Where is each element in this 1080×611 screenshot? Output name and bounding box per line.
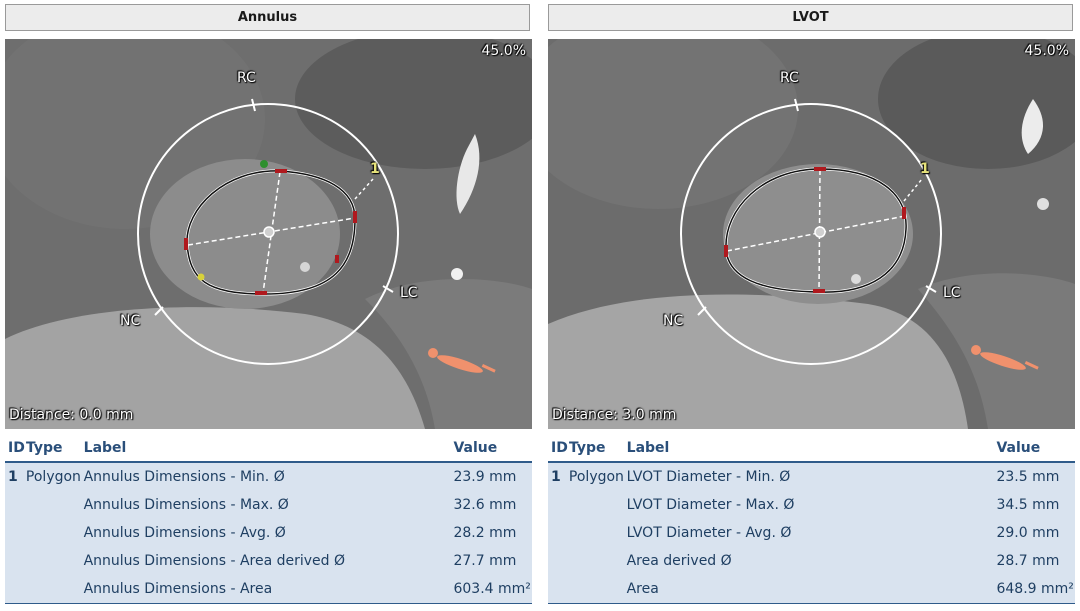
col-value-header[interactable]: Value — [453, 440, 498, 456]
row-type: Polygon — [568, 469, 624, 485]
row-label: Area — [626, 581, 659, 597]
row-id: 1 — [551, 469, 561, 485]
landmark-nc: NC — [663, 313, 684, 329]
table-row[interactable]: LVOT Diameter - Max. Ø 34.5 mm — [548, 491, 1075, 519]
row-value: 28.7 mm — [996, 553, 1060, 569]
row-value: 27.7 mm — [453, 553, 517, 569]
zoom-level: 45.0% — [481, 43, 526, 59]
row-label: LVOT Diameter - Max. Ø — [626, 497, 795, 513]
distance-readout: Distance: 3.0 mm — [552, 407, 677, 423]
row-label: Annulus Dimensions - Avg. Ø — [83, 525, 286, 541]
table-body: 1 Polygon LVOT Diameter - Min. Ø 23.5 mm… — [548, 463, 1075, 604]
row-value: 23.5 mm — [996, 469, 1060, 485]
col-value-header[interactable]: Value — [996, 440, 1041, 456]
panel-title: Annulus — [5, 4, 530, 31]
row-value: 603.4 mm² — [453, 581, 531, 597]
row-type: Polygon — [25, 469, 81, 485]
table-row[interactable]: 1 Polygon Annulus Dimensions - Min. Ø 23… — [5, 463, 532, 491]
lvot-panel: LVOT — [548, 0, 1075, 611]
row-value: 34.5 mm — [996, 497, 1060, 513]
landmark-rc: RC — [237, 70, 256, 86]
table-body: 1 Polygon Annulus Dimensions - Min. Ø 23… — [5, 463, 532, 604]
panel-title: LVOT — [548, 4, 1073, 31]
table-row[interactable]: Annulus Dimensions - Area derived Ø 27.7… — [5, 547, 532, 575]
landmark-rc: RC — [780, 70, 799, 86]
row-value: 32.6 mm — [453, 497, 517, 513]
row-label: Annulus Dimensions - Min. Ø — [83, 469, 285, 485]
row-id: 1 — [8, 469, 18, 485]
ct-image — [5, 39, 532, 429]
col-type-header[interactable]: Type — [26, 440, 63, 456]
col-type-header[interactable]: Type — [569, 440, 606, 456]
table-header: ID Type Label Value — [548, 435, 1075, 463]
col-label-header[interactable]: Label — [626, 440, 670, 456]
ct-image — [548, 39, 1075, 429]
row-value: 28.2 mm — [453, 525, 517, 541]
row-value: 23.9 mm — [453, 469, 517, 485]
polygon-index-label: 1 — [920, 161, 930, 177]
polygon-index-label: 1 — [370, 161, 380, 177]
row-label: Annulus Dimensions - Area derived Ø — [83, 553, 346, 569]
distance-readout: Distance: 0.0 mm — [9, 407, 134, 423]
table-row[interactable]: LVOT Diameter - Avg. Ø 29.0 mm — [548, 519, 1075, 547]
table-row[interactable]: Area 648.9 mm² — [548, 575, 1075, 603]
zoom-level: 45.0% — [1024, 43, 1069, 59]
landmark-lc: LC — [400, 285, 418, 301]
col-id-header[interactable]: ID — [8, 440, 25, 456]
row-label: Annulus Dimensions - Max. Ø — [83, 497, 289, 513]
table-row[interactable]: Annulus Dimensions - Max. Ø 32.6 mm — [5, 491, 532, 519]
col-id-header[interactable]: ID — [551, 440, 568, 456]
row-label: LVOT Diameter - Avg. Ø — [626, 525, 792, 541]
measurement-table: ID Type Label Value 1 Polygon LVOT Diame… — [548, 435, 1075, 604]
row-value: 648.9 mm² — [996, 581, 1074, 597]
row-label: Area derived Ø — [626, 553, 732, 569]
table-row[interactable]: Annulus Dimensions - Area 603.4 mm² — [5, 575, 532, 603]
table-row[interactable]: Area derived Ø 28.7 mm — [548, 547, 1075, 575]
row-value: 29.0 mm — [996, 525, 1060, 541]
landmark-nc: NC — [120, 313, 141, 329]
annulus-panel: Annulus — [5, 0, 532, 611]
measurement-table: ID Type Label Value 1 Polygon Annulus Di… — [5, 435, 532, 604]
row-label: Annulus Dimensions - Area — [83, 581, 273, 597]
col-label-header[interactable]: Label — [83, 440, 127, 456]
table-header: ID Type Label Value — [5, 435, 532, 463]
landmark-lc: LC — [943, 285, 961, 301]
ct-viewport[interactable]: 45.0% RC LC NC 1 Distance: 0.0 mm — [5, 39, 532, 429]
row-label: LVOT Diameter - Min. Ø — [626, 469, 791, 485]
ct-viewport[interactable]: 45.0% RC LC NC 1 Distance: 3.0 mm — [548, 39, 1075, 429]
table-row[interactable]: 1 Polygon LVOT Diameter - Min. Ø 23.5 mm — [548, 463, 1075, 491]
table-row[interactable]: Annulus Dimensions - Avg. Ø 28.2 mm — [5, 519, 532, 547]
